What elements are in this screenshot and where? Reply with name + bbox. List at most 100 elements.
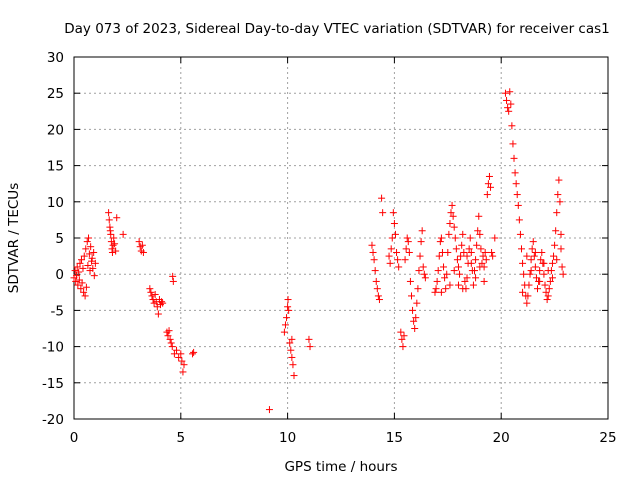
data-point <box>454 281 462 289</box>
data-point <box>110 234 118 242</box>
data-point <box>288 353 296 361</box>
data-point <box>138 241 146 249</box>
y-axis-label: SDTVAR / TECUs <box>6 183 22 293</box>
data-point <box>520 270 528 278</box>
data-point <box>148 292 156 300</box>
data-point <box>89 264 97 272</box>
data-point <box>552 227 560 235</box>
data-point <box>433 277 441 285</box>
x-tick-label: 10 <box>279 430 296 446</box>
y-tick-label: 20 <box>47 122 64 138</box>
data-point <box>175 353 183 361</box>
data-point <box>540 270 548 278</box>
data-point <box>169 272 177 280</box>
data-point <box>531 248 539 256</box>
data-point <box>84 262 92 270</box>
data-point <box>85 250 93 258</box>
data-point <box>519 259 527 267</box>
data-point <box>440 263 448 271</box>
data-point <box>553 209 561 217</box>
data-point <box>420 270 428 278</box>
data-point <box>446 220 454 228</box>
data-point <box>488 248 496 256</box>
data-point <box>524 292 532 300</box>
data-point <box>391 230 399 238</box>
data-point <box>154 310 162 318</box>
data-point <box>88 257 96 265</box>
data-point <box>415 267 423 275</box>
data-point <box>451 234 459 242</box>
data-point <box>473 241 481 249</box>
data-point <box>78 279 86 287</box>
chart-title: Day 073 of 2023, Sidereal Day-to-day VTE… <box>64 21 610 37</box>
data-point <box>91 259 99 267</box>
data-point <box>556 198 564 206</box>
data-point <box>387 245 395 253</box>
data-point <box>404 238 412 246</box>
data-point <box>435 252 443 260</box>
data-point <box>448 201 456 209</box>
y-tick-label: 0 <box>55 267 64 283</box>
data-point <box>540 259 548 267</box>
data-point <box>532 274 540 282</box>
data-point <box>368 241 376 249</box>
data-point <box>284 303 292 311</box>
data-point <box>105 216 113 224</box>
data-point <box>452 245 460 253</box>
data-point <box>481 248 489 256</box>
data-point <box>525 281 533 289</box>
data-point <box>459 285 467 293</box>
data-point <box>437 234 445 242</box>
data-point <box>544 267 552 275</box>
data-point <box>87 243 95 251</box>
data-point <box>414 285 422 293</box>
data-point <box>80 288 88 296</box>
data-point <box>370 256 378 264</box>
data-point <box>550 252 558 260</box>
data-point <box>527 256 535 264</box>
data-point <box>546 277 554 285</box>
data-point <box>531 263 539 271</box>
data-point <box>466 234 474 242</box>
data-point <box>80 252 88 260</box>
data-point <box>113 214 121 222</box>
data-point <box>484 180 492 188</box>
data-point <box>400 332 408 340</box>
data-point <box>514 201 522 209</box>
data-point <box>180 361 188 369</box>
data-point <box>505 107 513 115</box>
data-point <box>374 292 382 300</box>
y-tick-label: 25 <box>47 86 64 102</box>
data-point <box>450 267 458 275</box>
data-point <box>509 140 517 148</box>
data-point <box>189 350 197 358</box>
data-point <box>281 321 289 329</box>
data-point <box>482 256 490 264</box>
data-point <box>83 238 91 246</box>
data-point <box>369 248 377 256</box>
data-point <box>501 89 509 97</box>
x-tick-label: 15 <box>386 430 403 446</box>
data-point <box>107 230 115 238</box>
data-point <box>474 227 482 235</box>
data-point <box>173 346 181 354</box>
data-point <box>421 274 429 282</box>
data-point <box>119 230 127 238</box>
data-point <box>523 252 531 260</box>
data-point <box>559 270 567 278</box>
data-point <box>548 259 556 267</box>
data-point <box>398 335 406 343</box>
data-point <box>285 306 293 314</box>
data-point <box>280 328 288 336</box>
data-point <box>458 241 466 249</box>
data-point <box>76 259 84 267</box>
data-point <box>399 343 407 351</box>
data-point <box>436 238 444 246</box>
data-point <box>527 267 535 275</box>
data-point <box>485 172 493 180</box>
x-tick-label: 0 <box>70 430 79 446</box>
data-point <box>409 306 417 314</box>
data-point <box>178 357 186 365</box>
data-point <box>265 406 273 414</box>
data-point <box>407 292 415 300</box>
